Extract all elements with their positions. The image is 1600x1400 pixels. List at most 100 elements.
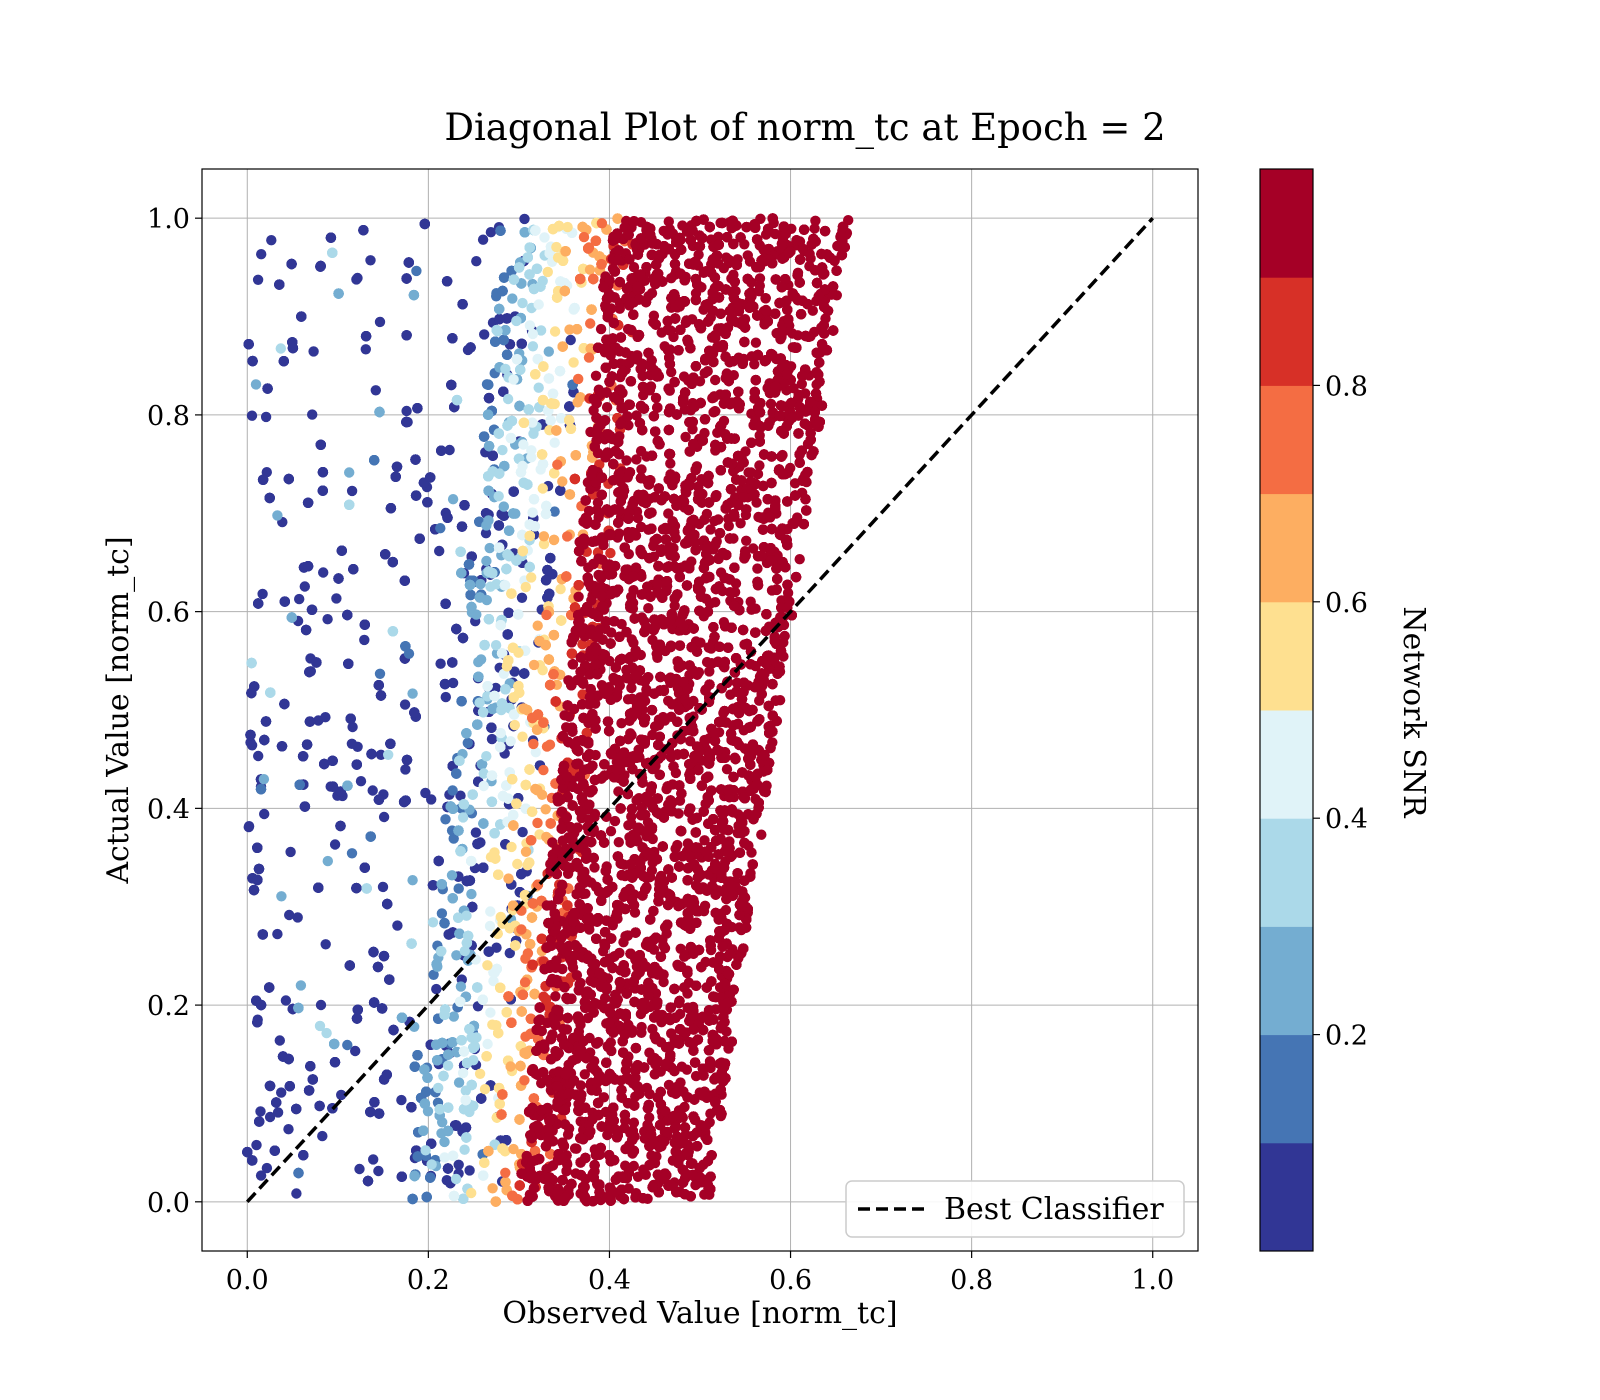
scatter-point <box>374 316 386 328</box>
scatter-point <box>257 929 268 940</box>
scatter-point <box>513 680 524 692</box>
scatter-point <box>296 311 307 322</box>
scatter-point <box>325 232 337 243</box>
scatter-point <box>284 909 295 921</box>
scatter-point <box>446 870 458 881</box>
scatter-point <box>317 485 328 496</box>
scatter-point <box>407 688 418 699</box>
scatter-point <box>252 842 263 853</box>
scatter-point <box>315 260 326 272</box>
scatter-point <box>401 405 412 417</box>
scatter-point <box>517 731 528 742</box>
scatter-point <box>532 784 543 796</box>
scatter-point <box>482 1038 493 1050</box>
scatter-point <box>466 888 477 900</box>
scatter-point <box>503 873 514 884</box>
scatter-point <box>378 950 390 962</box>
scatter-point <box>447 494 459 505</box>
scatter-point <box>526 445 537 456</box>
scatter-point <box>450 1173 462 1185</box>
scatter-point <box>443 1102 454 1113</box>
scatter-point <box>451 394 463 406</box>
scatter-point <box>437 1037 448 1049</box>
scatter-point <box>304 666 315 678</box>
scatter-point <box>530 369 541 380</box>
scatter-point <box>329 1038 340 1050</box>
scatter-point <box>552 459 563 470</box>
scatter-point <box>487 450 498 461</box>
scatter-point <box>510 940 521 951</box>
scatter-point <box>246 410 258 421</box>
scatter-point <box>710 374 721 386</box>
scatter-point <box>528 738 539 750</box>
scatter-point <box>299 581 310 592</box>
scatter-point <box>565 423 577 434</box>
scatter-point <box>461 1132 472 1143</box>
scatter-point <box>431 983 442 995</box>
scatter-point <box>516 924 527 935</box>
scatter-point <box>466 601 477 613</box>
scatter-point <box>387 626 399 637</box>
scatter-point <box>517 545 528 557</box>
scatter-point <box>280 995 292 1006</box>
scatter-point <box>569 302 580 314</box>
scatter-point <box>461 875 472 887</box>
scatter-point <box>601 402 613 413</box>
scatter-point <box>681 1064 693 1075</box>
scatter-point <box>358 225 369 236</box>
scatter-point <box>663 1079 675 1091</box>
scatter-point <box>314 1100 325 1112</box>
scatter-point <box>440 691 451 703</box>
scatter-point <box>439 1136 450 1148</box>
chart-title: Diagonal Plot of norm_tc at Epoch = 2 <box>444 106 1165 150</box>
scatter-point <box>541 609 552 621</box>
scatter-point <box>342 780 353 791</box>
scatter-point <box>336 545 347 556</box>
scatter-point <box>507 1190 518 1202</box>
scatter-point <box>471 256 482 267</box>
scatter-point <box>252 274 264 285</box>
scatter-point <box>313 882 324 893</box>
scatter-point <box>643 603 654 614</box>
scatter-point <box>361 883 372 894</box>
scatter-point <box>362 1175 374 1187</box>
scatter-point <box>329 839 341 850</box>
scatter-point <box>451 623 462 635</box>
scatter-point <box>516 338 527 349</box>
scatter-point <box>745 467 757 478</box>
scatter-point <box>478 818 489 829</box>
scatter-point <box>454 755 465 766</box>
scatter-point <box>387 556 398 568</box>
scatter-point <box>464 1165 475 1176</box>
scatter-point <box>293 1167 304 1179</box>
scatter-point <box>478 1170 489 1181</box>
scatter-point <box>503 991 514 1002</box>
scatter-point <box>258 774 270 785</box>
scatter-point <box>569 473 581 485</box>
scatter-point <box>421 1191 432 1203</box>
scatter-point <box>454 928 465 939</box>
scatter-point <box>752 563 763 574</box>
scatter-point <box>279 596 290 607</box>
scatter-point <box>411 265 422 277</box>
scatter-point <box>438 1070 449 1082</box>
scatter-point <box>535 281 546 292</box>
scatter-point <box>400 795 411 806</box>
scatter-point <box>400 764 411 775</box>
scatter-point <box>473 671 484 682</box>
scatter-point <box>439 678 451 690</box>
scatter-point <box>605 826 617 837</box>
scatter-point <box>484 920 496 932</box>
scatter-point <box>274 279 285 290</box>
scatter-point <box>486 722 497 733</box>
scatter-point <box>502 420 513 431</box>
scatter-point <box>501 349 513 360</box>
scatter-point <box>448 1190 460 1202</box>
scatter-point <box>489 690 500 702</box>
scatter-point <box>443 929 454 940</box>
scatter-point <box>508 820 519 831</box>
scatter-point <box>259 734 270 746</box>
scatter-point <box>248 884 260 896</box>
scatter-point <box>487 1183 498 1194</box>
scatter-point <box>496 1109 507 1120</box>
